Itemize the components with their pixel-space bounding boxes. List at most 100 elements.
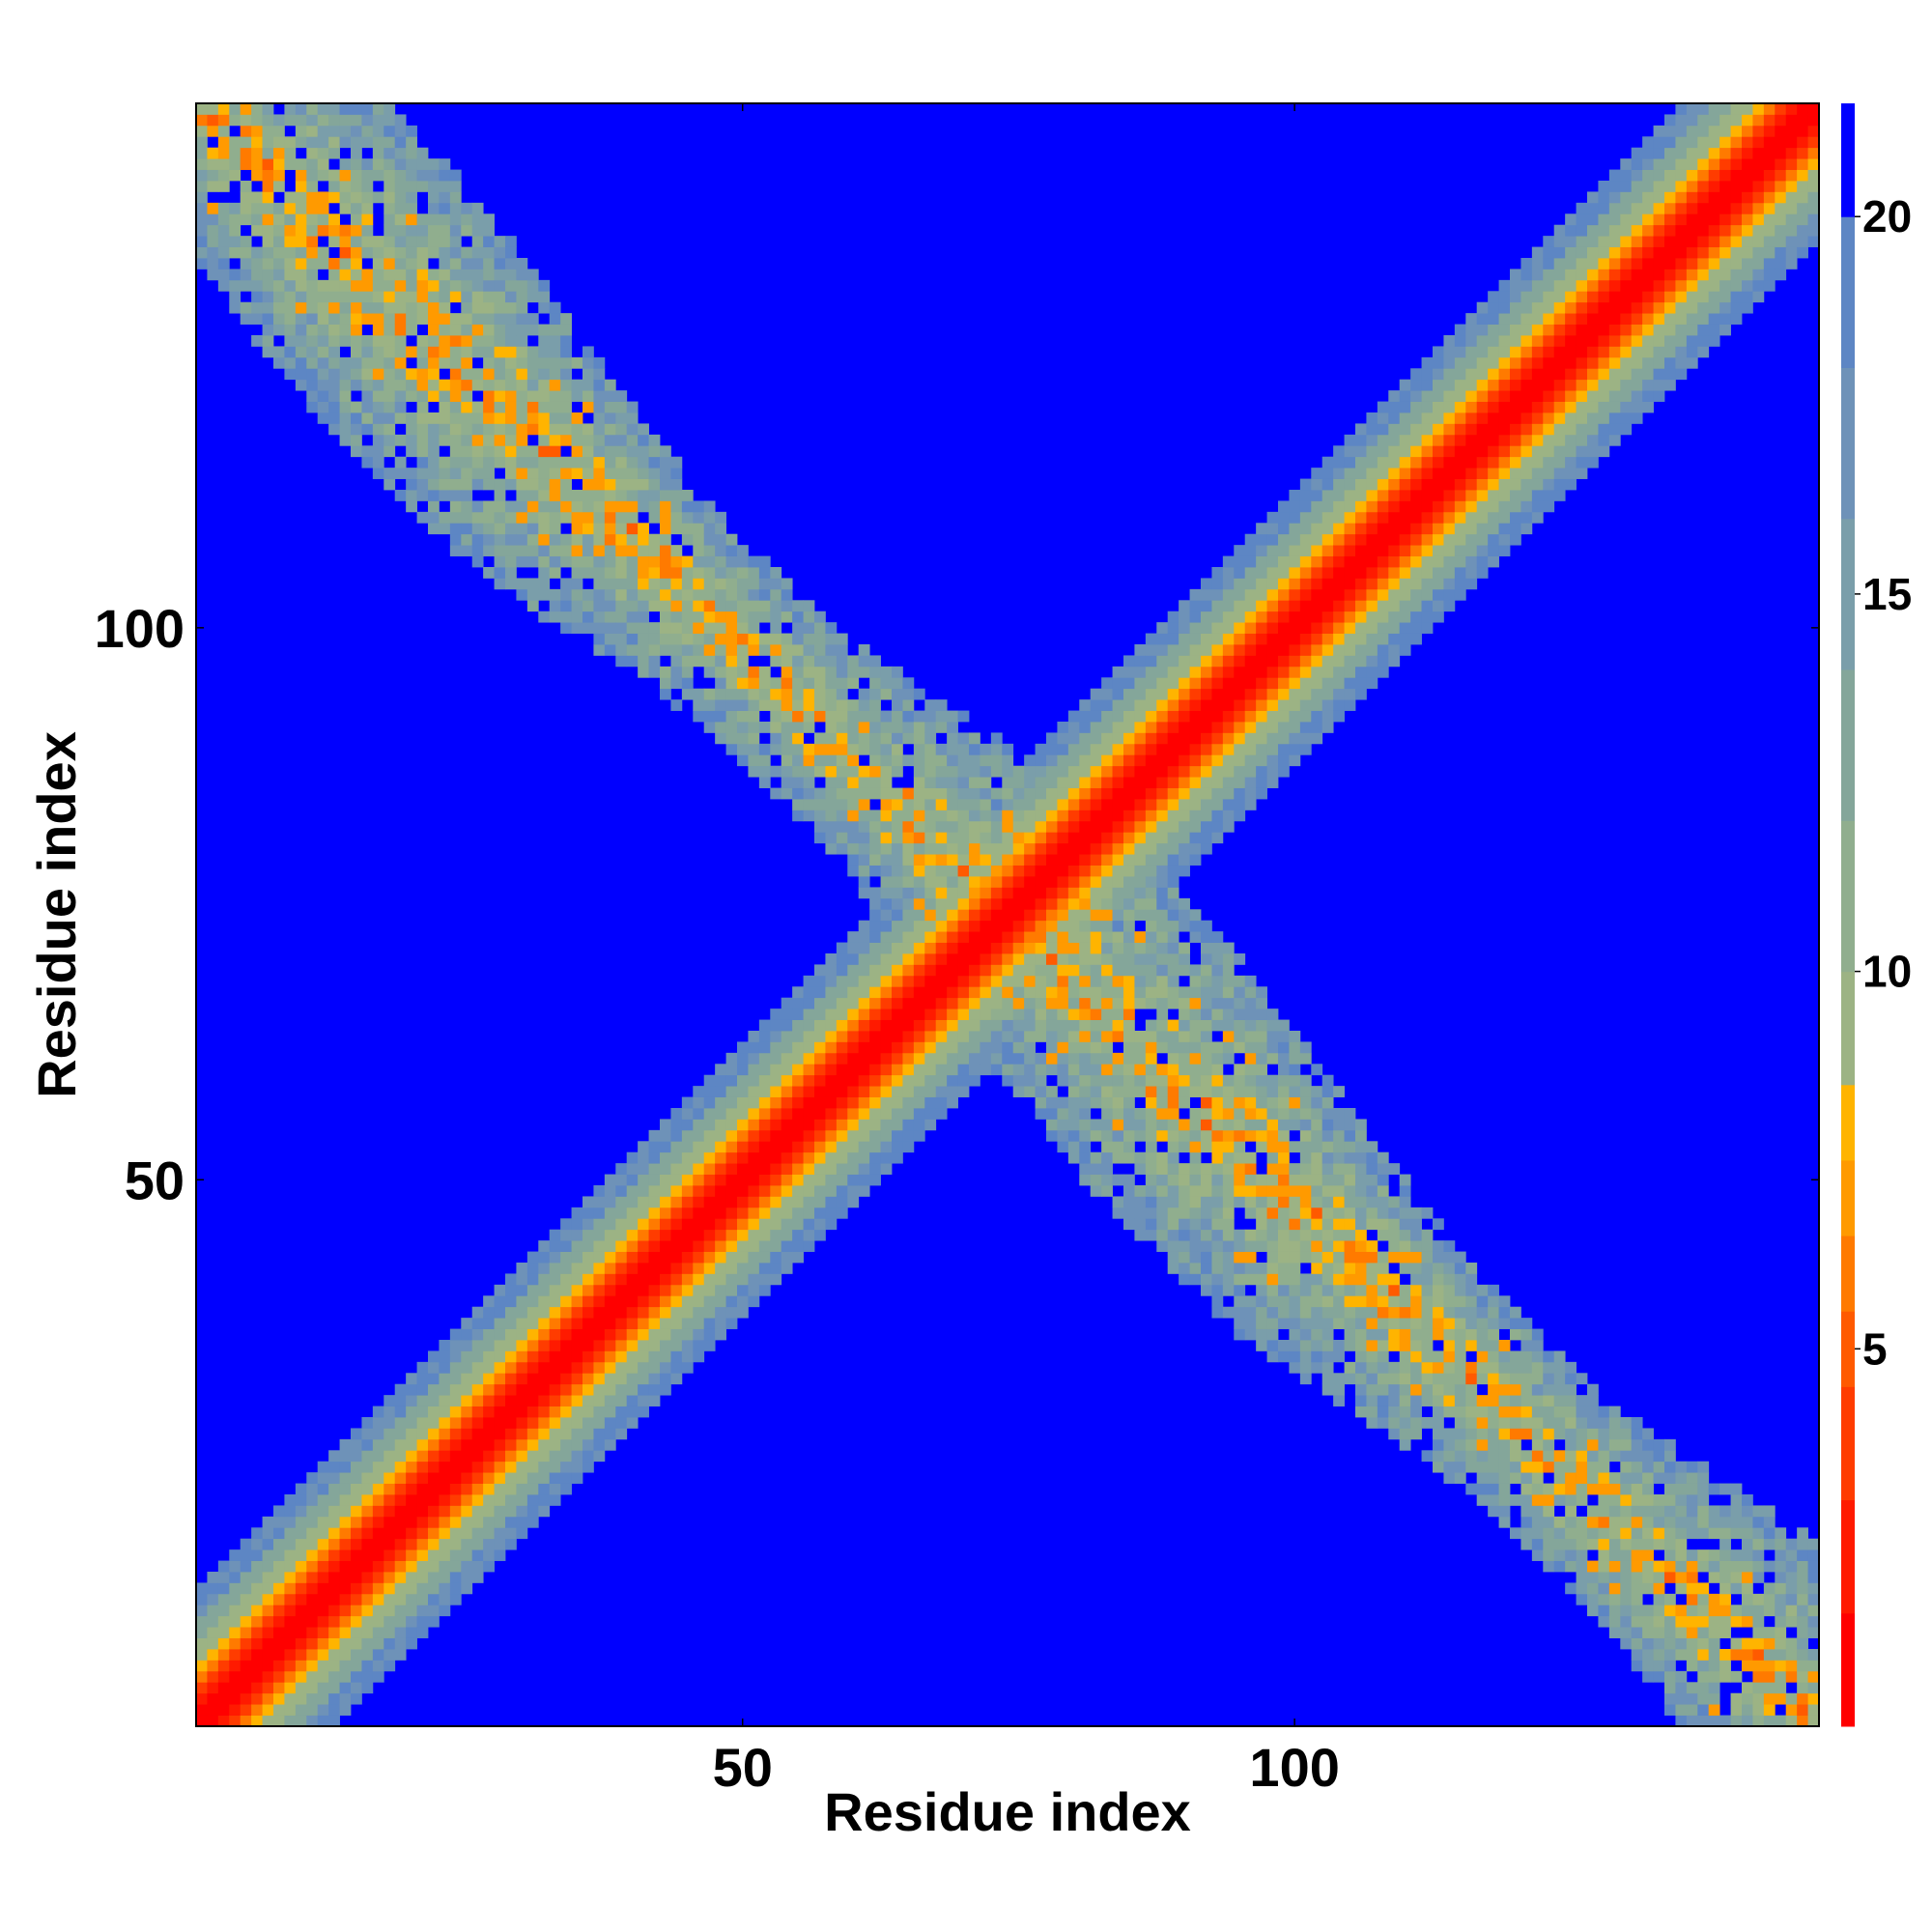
heatmap-cell [593, 511, 606, 524]
heatmap-cell [1222, 722, 1235, 733]
heatmap-cell [593, 468, 606, 479]
heatmap-cell [1289, 500, 1301, 513]
heatmap-cell [428, 1428, 440, 1440]
heatmap-cell [902, 1129, 915, 1142]
heatmap-cell [1112, 677, 1124, 690]
heatmap-cell [1134, 1151, 1147, 1164]
heatmap-cell [516, 456, 528, 469]
heatmap-cell [1299, 1340, 1312, 1351]
heatmap-cell [792, 1108, 804, 1120]
heatmap-cell [1189, 765, 1202, 778]
heatmap-cell [803, 1174, 815, 1186]
heatmap-cell [384, 301, 396, 314]
heatmap-cell [1266, 1229, 1279, 1241]
heatmap-cell [1112, 732, 1124, 745]
heatmap-cell [1189, 588, 1202, 601]
heatmap-cell [549, 1318, 561, 1329]
heatmap-cell [969, 787, 980, 800]
heatmap-cell [217, 1704, 230, 1716]
heatmap-cell [1134, 787, 1147, 800]
heatmap-cell [1222, 1273, 1235, 1286]
heatmap-cell [869, 787, 881, 800]
heatmap-cell [1067, 909, 1080, 922]
heatmap-cell [461, 511, 473, 524]
heatmap-cell [1355, 456, 1367, 469]
heatmap-cell [725, 1129, 738, 1142]
heatmap-cell [814, 633, 826, 645]
heatmap-cell [781, 732, 793, 745]
heatmap-cell [1355, 588, 1367, 601]
heatmap-cell [1266, 1318, 1279, 1329]
heatmap-cell [516, 555, 528, 568]
heatmap-cell [284, 224, 297, 237]
heatmap-cell [538, 1350, 551, 1363]
heatmap-cell [494, 1306, 506, 1319]
heatmap-cell [571, 1395, 583, 1406]
heatmap-cell [295, 313, 307, 325]
heatmap-cell [1234, 710, 1246, 723]
heatmap-cell [1179, 964, 1190, 977]
heatmap-cell [1024, 953, 1036, 965]
heatmap-cell [969, 975, 980, 987]
heatmap-cell [604, 1340, 616, 1351]
heatmap-cell [1123, 897, 1135, 910]
heatmap-cell [836, 1086, 848, 1097]
heatmap-cell [990, 942, 1003, 954]
heatmap-cell [1156, 909, 1169, 922]
heatmap-cell [306, 1704, 319, 1716]
heatmap-cell [295, 346, 307, 358]
heatmap-cell [471, 401, 484, 413]
heatmap-cell [858, 1041, 870, 1054]
heatmap-cell [1189, 1251, 1202, 1264]
heatmap-cell [251, 1615, 263, 1628]
heatmap-cell [549, 423, 561, 436]
heatmap-cell [770, 1251, 782, 1264]
heatmap-cell [1156, 920, 1169, 932]
heatmap-cell [693, 1340, 705, 1351]
heatmap-cell [1299, 1119, 1312, 1131]
heatmap-cell [1167, 710, 1179, 723]
heatmap-cell [604, 490, 616, 501]
heatmap-cell [1035, 765, 1047, 778]
heatmap-cell [1090, 754, 1102, 767]
heatmap-cell [880, 1019, 893, 1032]
heatmap-cell [1256, 567, 1267, 579]
heatmap-cell [1344, 1229, 1356, 1241]
heatmap-cell [1134, 1129, 1147, 1142]
heatmap-cell [1112, 666, 1124, 678]
heatmap-cell [626, 1350, 639, 1363]
heatmap-cell [670, 1306, 683, 1319]
heatmap-cell [770, 1108, 782, 1120]
heatmap-cell [1134, 986, 1147, 999]
heatmap-cell [505, 456, 517, 469]
heatmap-cell [1134, 743, 1147, 755]
heatmap-cell [737, 1096, 749, 1109]
heatmap-cell [648, 511, 661, 524]
heatmap-cell [1067, 765, 1080, 778]
heatmap-cell [814, 1174, 826, 1186]
heatmap-cell [494, 1538, 506, 1550]
heatmap-cell [1355, 1328, 1367, 1341]
heatmap-cell [593, 434, 606, 446]
heatmap-cell [1112, 777, 1124, 788]
heatmap-cell [1299, 743, 1312, 755]
heatmap-cell [1333, 511, 1345, 524]
heatmap-cell [483, 1295, 495, 1308]
heatmap-cell [1090, 887, 1102, 899]
heatmap-cell [670, 1174, 683, 1186]
heatmap-cell [670, 1163, 683, 1175]
heatmap-cell [1299, 710, 1312, 723]
heatmap-cell [1355, 500, 1367, 513]
heatmap-cell [703, 1328, 716, 1341]
heatmap-cell [615, 511, 628, 524]
heatmap-cell [328, 1615, 340, 1628]
heatmap-cell [758, 1119, 771, 1131]
heatmap-cell [483, 478, 495, 491]
heatmap-cell [1321, 1129, 1334, 1142]
heatmap-cell [693, 1129, 705, 1142]
heatmap-cell [980, 953, 992, 965]
heatmap-cell [814, 1229, 826, 1241]
heatmap-cell [803, 1163, 815, 1175]
heatmap-cell [416, 412, 429, 424]
heatmap-cell [428, 1395, 440, 1406]
